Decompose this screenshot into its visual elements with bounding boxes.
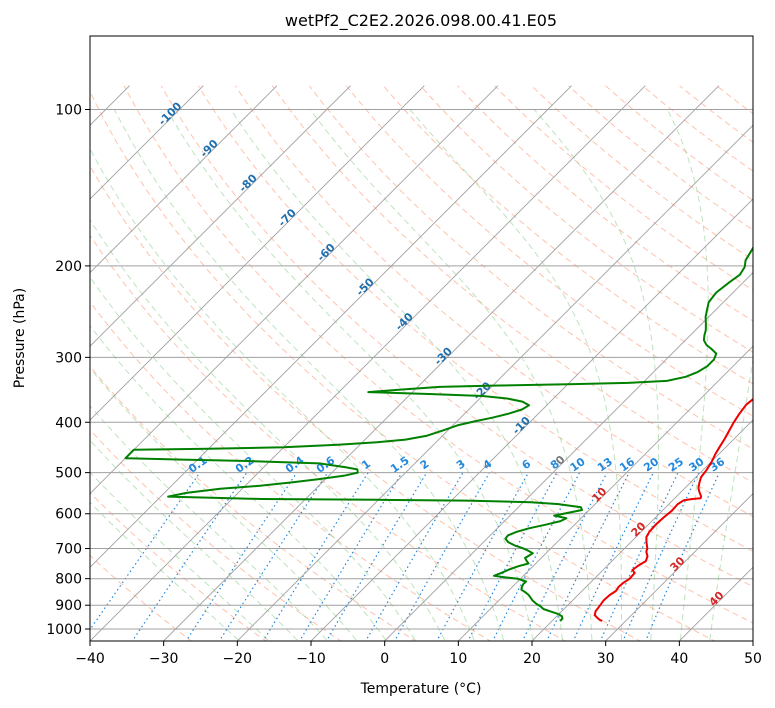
isotherm-line bbox=[90, 85, 204, 200]
skewed-isotherms bbox=[90, 85, 753, 641]
y-tick-label: 300 bbox=[55, 350, 82, 366]
dry-adiabat-line bbox=[308, 85, 753, 450]
mixing-ratio-line bbox=[393, 472, 491, 641]
y-tick-label: 800 bbox=[55, 572, 82, 588]
mixing-ratio-line bbox=[365, 472, 464, 641]
mixing-ratio-line bbox=[572, 472, 654, 641]
y-tick-label: 1000 bbox=[46, 622, 82, 638]
x-tick-label: −30 bbox=[149, 651, 179, 667]
moist-adiabat-line bbox=[90, 218, 446, 641]
y-tick-label: 900 bbox=[55, 598, 82, 614]
y-axis-label: Pressure (hPa) bbox=[12, 288, 28, 388]
x-tick-label: 0 bbox=[380, 651, 389, 667]
dry-adiabat-line bbox=[90, 300, 492, 641]
isotherm-line bbox=[90, 85, 499, 495]
x-tick-label: 30 bbox=[597, 651, 615, 667]
isotherm-line bbox=[90, 85, 646, 641]
y-tick-label: 100 bbox=[55, 103, 82, 119]
dry-adiabat-line bbox=[346, 85, 753, 417]
dry-adiabat-line bbox=[271, 85, 753, 483]
moist-adiabat-line bbox=[90, 439, 298, 641]
isotherm-line bbox=[383, 271, 753, 641]
moist-adiabat-line bbox=[90, 405, 328, 641]
y-tick-label: 500 bbox=[55, 466, 82, 482]
y-tick-label: 600 bbox=[55, 507, 82, 523]
isotherm-line bbox=[90, 85, 425, 421]
y-tick-label: 400 bbox=[55, 415, 82, 431]
moist-adiabats bbox=[90, 109, 753, 641]
chart-title: wetPf2_C2E2.2026.098.00.41.E05 bbox=[285, 11, 557, 31]
x-axis: −40 −30 −20 −10 0 10 20 30 40 50 bbox=[75, 641, 762, 667]
x-tick-label: 20 bbox=[523, 651, 541, 667]
isotherm-line bbox=[604, 492, 753, 641]
mixing-ratio-line bbox=[218, 472, 329, 641]
mixing-ratio-line bbox=[436, 472, 529, 641]
x-tick-label: −10 bbox=[296, 651, 326, 667]
isotherm-line bbox=[90, 85, 351, 347]
moist-adiabat-line bbox=[90, 367, 357, 641]
isotherm-line bbox=[457, 345, 753, 641]
x-tick-label: −40 bbox=[75, 651, 105, 667]
isotherm-line bbox=[90, 85, 572, 568]
dry-adiabat-line bbox=[197, 85, 753, 552]
dry-adiabat-line bbox=[90, 365, 417, 641]
moist-adiabat-line bbox=[90, 147, 475, 641]
dry-adiabat-line bbox=[234, 85, 753, 518]
mixing-ratio-line bbox=[521, 472, 608, 641]
isotherm-line bbox=[162, 85, 720, 641]
x-tick-label: 50 bbox=[744, 651, 762, 667]
dry-adiabat-line bbox=[160, 85, 753, 588]
x-tick-label: 10 bbox=[449, 651, 467, 667]
plot-frame bbox=[89, 35, 754, 642]
moist-adiabat-line bbox=[166, 109, 534, 641]
plot-area: -100-90-80-70-60-50-40-30-20-10010203040… bbox=[90, 85, 753, 641]
x-tick-label: −20 bbox=[223, 651, 253, 667]
isotherm-line bbox=[236, 124, 753, 641]
mixing-ratio-line bbox=[599, 472, 679, 641]
sounding-series bbox=[124, 245, 753, 622]
temperature-line bbox=[593, 397, 753, 622]
moist-adiabat-line bbox=[90, 501, 239, 641]
isotherm-line bbox=[310, 198, 753, 641]
dewpoint-line bbox=[124, 245, 753, 622]
dry-adiabats bbox=[90, 85, 753, 641]
isotherm-line bbox=[90, 85, 278, 274]
x-axis-label: Temperature (°C) bbox=[360, 681, 482, 697]
isotherm-line bbox=[531, 419, 753, 641]
y-axis: 100 200 300 400 500 600 700 800 900 1000 bbox=[46, 103, 90, 638]
mixing-ratio-line bbox=[546, 472, 630, 641]
isobars bbox=[90, 109, 753, 630]
dry-adiabat-line bbox=[123, 85, 753, 624]
dry-adiabat-line bbox=[90, 165, 642, 641]
y-tick-label: 200 bbox=[55, 259, 82, 275]
y-tick-label: 700 bbox=[55, 542, 82, 558]
moist-adiabat-line bbox=[90, 471, 269, 641]
mixing-ratio-line bbox=[622, 472, 700, 641]
moist-adiabat-line bbox=[409, 109, 622, 640]
moist-adiabat-line bbox=[113, 109, 504, 641]
moist-adiabat-line bbox=[90, 276, 416, 641]
x-tick-label: 40 bbox=[670, 651, 688, 667]
